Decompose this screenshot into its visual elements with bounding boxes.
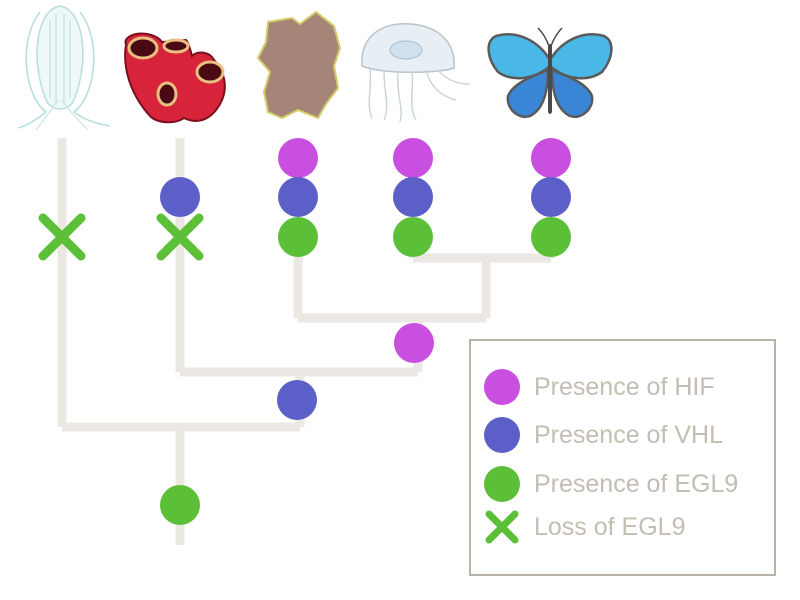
node-root-egl9-marker — [160, 485, 200, 525]
legend-egl9-cross — [485, 510, 519, 544]
vhl-circle-icon — [483, 416, 521, 454]
sponge-vhl-marker — [160, 177, 200, 217]
node-sponge-plus-rest-vhl-marker — [277, 380, 317, 420]
legend-hif-dot — [484, 369, 520, 405]
egl9-circle-icon — [483, 465, 521, 503]
legend-item-egl9: Presence of EGL9 — [483, 464, 738, 504]
legend-item-egl9-loss: Loss of EGL9 — [483, 507, 685, 547]
placozoan-hif-marker — [278, 138, 318, 178]
legend-label-hif: Presence of HIF — [534, 372, 715, 401]
jellyfish-egl9-marker — [393, 217, 433, 257]
placozoan-egl9-marker — [278, 217, 318, 257]
legend-label-egl9-loss: Loss of EGL9 — [534, 512, 686, 541]
node-placozoa-plus-cnidaria-bilateria-hif-marker — [394, 323, 434, 363]
jellyfish-hif-marker — [393, 138, 433, 178]
butterfly-vhl-marker — [531, 177, 571, 217]
legend-label-vhl: Presence of VHL — [534, 420, 723, 449]
cross-icon — [483, 508, 521, 546]
placozoan-icon — [256, 10, 342, 120]
butterfly-hif-marker — [531, 138, 571, 178]
legend-item-hif: Presence of HIF — [483, 367, 715, 407]
legend-label-egl9: Presence of EGL9 — [534, 469, 739, 498]
sponge-egl9-loss-marker — [156, 213, 204, 261]
butterfly-egl9-marker — [531, 217, 571, 257]
butterfly-icon — [487, 27, 613, 119]
jellyfish-vhl-marker — [393, 177, 433, 217]
sponge-icon — [124, 32, 226, 124]
legend: Presence of HIF Presence of VHL Presence… — [469, 339, 776, 576]
legend-vhl-dot — [484, 417, 520, 453]
legend-item-vhl: Presence of VHL — [483, 415, 723, 455]
markers — [38, 138, 571, 525]
legend-egl9-dot — [484, 466, 520, 502]
comb-jelly-egl9-loss-marker — [38, 213, 86, 261]
jellyfish-icon — [361, 23, 471, 123]
hif-circle-icon — [483, 368, 521, 406]
comb-jelly-icon — [17, 5, 111, 131]
placozoan-vhl-marker — [278, 177, 318, 217]
